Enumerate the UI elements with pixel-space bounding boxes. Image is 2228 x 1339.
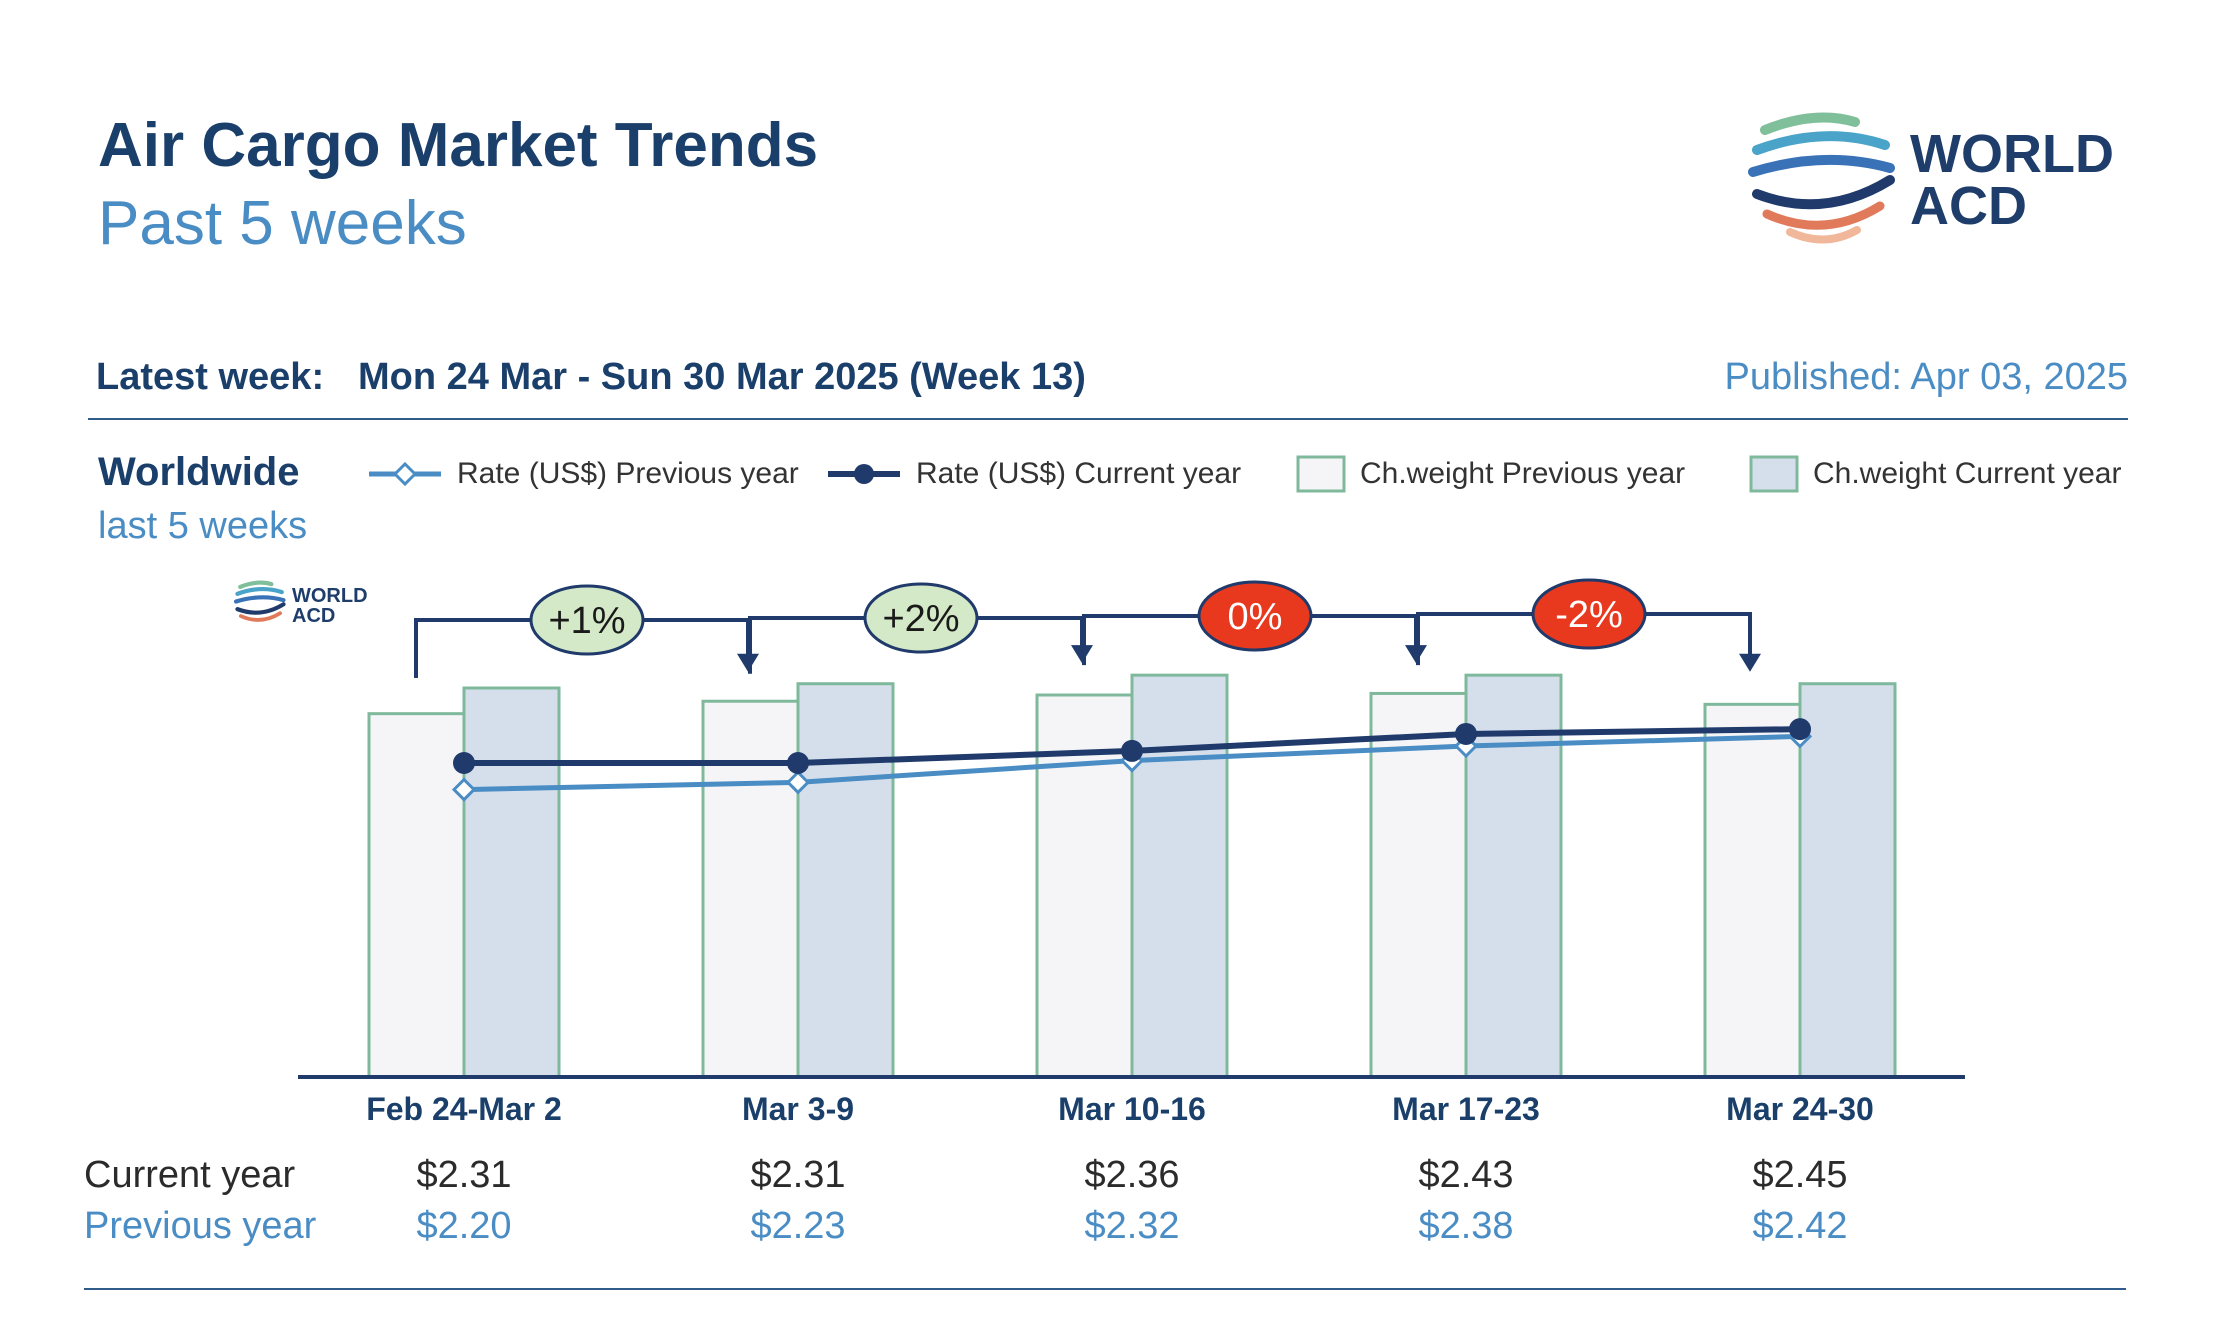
table-value-current: $2.36 (1084, 1154, 1180, 1196)
bar-chweight-previous (367, 712, 466, 1079)
point-rate-current (787, 752, 809, 774)
chart-watermark-logo: WORLD ACD (232, 580, 368, 637)
change-badge (1531, 578, 1647, 650)
watermark-text: WORLD ACD (292, 586, 368, 626)
logo-swoosh-icon (1748, 112, 1895, 244)
legend-rate-previous: Rate (US$) Previous year (367, 456, 799, 492)
change-badge (529, 584, 645, 656)
x-tick-label: Mar 10-16 (1058, 1091, 1206, 1127)
table-value-current: $2.43 (1418, 1154, 1514, 1196)
legend-label: Ch.weight Previous year (1360, 457, 1686, 490)
table-value-previous: $2.32 (1084, 1205, 1180, 1247)
table-value-previous: $2.20 (416, 1205, 512, 1247)
legend-rate-current: Rate (US$) Current year (826, 456, 1241, 492)
x-tick-label: Mar 17-23 (1392, 1091, 1540, 1127)
change-badge (863, 582, 979, 654)
region-period: last 5 weeks (98, 505, 308, 547)
page-title: Air Cargo Market Trends (98, 111, 819, 180)
table-value-current: $2.31 (750, 1154, 846, 1196)
point-rate-current (1789, 718, 1811, 741)
change-badge-label: +2% (882, 598, 959, 640)
published-date: Published: Apr 03, 2025 (1724, 356, 2128, 398)
change-badge-label: +1% (548, 600, 625, 642)
legend-chweight-current: Ch.weight Current year (1749, 455, 2122, 493)
bar-chweight-previous (701, 699, 800, 1079)
legend-label: Rate (US$) Current year (916, 457, 1242, 490)
legend-line-filled-circle-icon (828, 464, 900, 484)
x-tick-label: Feb 24-Mar 2 (366, 1091, 562, 1127)
table-value-previous: $2.42 (1752, 1205, 1848, 1247)
bar-chweight-previous (1369, 691, 1468, 1079)
bar-chweight-current (462, 686, 561, 1079)
change-badge-label: 0% (1228, 596, 1283, 638)
legend-line-open-diamond-icon (369, 461, 441, 487)
logo-line2: ACD (1910, 176, 2027, 236)
bar-chweight-current (1798, 682, 1897, 1079)
change-badge (1197, 580, 1313, 652)
world-acd-logo: WORLD ACD (1745, 110, 2135, 260)
point-rate-current (1121, 739, 1143, 762)
legend-chweight-previous: Ch.weight Previous year (1296, 455, 1686, 493)
bar-chweight-previous (1703, 702, 1802, 1079)
logo-line1: WORLD (1910, 124, 2114, 184)
row-label-current: Current year (84, 1154, 296, 1196)
table-value-current: $2.45 (1752, 1154, 1848, 1196)
latest-week-label: Latest week: (96, 356, 325, 398)
latest-week-value: Mon 24 Mar - Sun 30 Mar 2025 (Week 13) (358, 356, 1086, 398)
legend-label: Rate (US$) Previous year (457, 457, 799, 490)
row-label-previous: Previous year (84, 1205, 317, 1247)
change-badge-label: -2% (1555, 594, 1623, 636)
table-value-previous: $2.23 (750, 1205, 846, 1247)
point-rate-current (1455, 722, 1477, 745)
point-rate-current (453, 752, 475, 774)
table-value-current: $2.31 (416, 1154, 512, 1196)
legend-box-light-icon (1296, 455, 1346, 493)
legend-box-blue-icon (1749, 455, 1799, 493)
region-name: Worldwide (98, 450, 300, 494)
change-arrow-icon (1739, 653, 1761, 672)
divider-top (88, 418, 2128, 420)
watermark-line1: WORLD (292, 585, 368, 607)
bar-chweight-current (1130, 673, 1229, 1079)
legend-label: Ch.weight Current year (1813, 457, 2122, 490)
watermark-line2: ACD (292, 605, 336, 627)
watermark-swoosh-icon (233, 580, 286, 622)
point-rate-previous (785, 770, 811, 795)
divider-bottom (84, 1288, 2126, 1290)
page-subtitle: Past 5 weeks (98, 189, 467, 258)
point-rate-previous (451, 777, 477, 802)
bar-chweight-current (796, 682, 895, 1079)
x-tick-label: Mar 3-9 (742, 1091, 854, 1127)
table-value-previous: $2.38 (1418, 1205, 1514, 1247)
logo-text: WORLD ACD (1910, 124, 2114, 236)
bar-chweight-previous (1035, 693, 1134, 1079)
x-tick-label: Mar 24-30 (1726, 1091, 1874, 1127)
